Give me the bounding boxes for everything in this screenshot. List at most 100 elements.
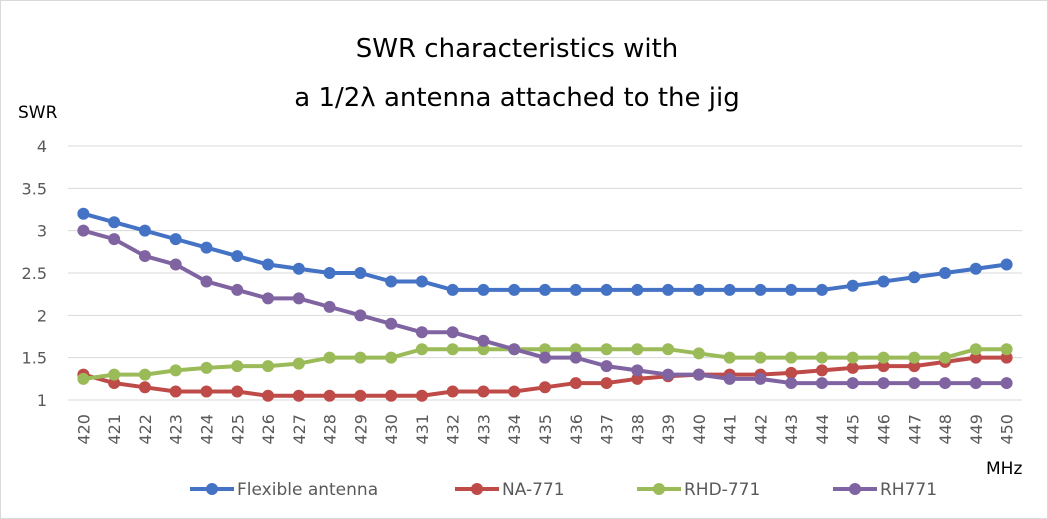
data-point xyxy=(231,250,244,263)
series-lines xyxy=(77,207,1013,402)
data-point xyxy=(477,334,490,347)
data-point xyxy=(231,283,244,296)
data-point xyxy=(662,343,675,356)
x-tick-label: 437 xyxy=(598,414,617,445)
x-tick-label: 450 xyxy=(998,414,1017,445)
x-tick-label: 436 xyxy=(567,414,586,445)
data-point xyxy=(323,351,336,364)
y-tick-label: 2 xyxy=(37,306,47,325)
data-point xyxy=(508,385,521,398)
data-point xyxy=(415,389,428,402)
data-point xyxy=(108,377,121,390)
x-tick-label: 426 xyxy=(259,414,278,445)
x-tick-label: 425 xyxy=(228,414,247,445)
data-point xyxy=(354,267,367,279)
x-tick-labels: 420 421 422 423 424 425 426 427 428 429 430 431 432 4… xyxy=(74,414,1016,445)
data-point xyxy=(1000,258,1013,271)
x-tick-label: 430 xyxy=(382,414,401,445)
data-point xyxy=(569,283,582,296)
x-tick-label: 447 xyxy=(905,414,924,445)
x-tick-label: 448 xyxy=(936,414,955,445)
x-tick-label: 443 xyxy=(782,414,801,445)
data-point xyxy=(385,351,398,364)
data-point xyxy=(785,377,798,390)
x-tick-label: 428 xyxy=(321,414,340,445)
data-point xyxy=(600,360,613,373)
data-point xyxy=(262,292,275,305)
data-point xyxy=(138,368,151,381)
data-point xyxy=(877,377,890,390)
x-tick-label: 432 xyxy=(444,414,463,445)
y-axis-label: SWR xyxy=(18,103,58,123)
legend-label: RH771 xyxy=(880,480,937,500)
data-point xyxy=(631,343,644,356)
x-tick-label: 440 xyxy=(690,414,709,445)
x-tick-label: 449 xyxy=(967,414,986,445)
x-tick-label: 444 xyxy=(813,414,832,445)
y-tick-label: 2.5 xyxy=(22,264,47,283)
data-point xyxy=(877,351,890,364)
data-point xyxy=(354,309,367,322)
data-point xyxy=(385,389,398,402)
y-tick-label: 1.5 xyxy=(22,349,47,368)
legend-label: NA-771 xyxy=(502,480,565,500)
legend-swatch-marker xyxy=(471,483,483,495)
data-point xyxy=(692,368,705,381)
data-point xyxy=(292,292,305,305)
data-point xyxy=(1000,343,1013,356)
data-point xyxy=(539,351,551,364)
y-tick-label: 3.5 xyxy=(22,179,47,198)
data-point xyxy=(292,262,305,275)
data-point xyxy=(108,233,121,246)
data-point xyxy=(569,377,582,390)
data-point xyxy=(415,275,428,288)
data-point xyxy=(385,317,398,330)
data-point xyxy=(323,267,336,279)
x-tick-label: 434 xyxy=(505,414,524,445)
data-point xyxy=(169,385,182,398)
data-point xyxy=(785,351,798,364)
data-point xyxy=(292,389,305,402)
data-point xyxy=(908,351,921,364)
data-point xyxy=(908,377,921,390)
data-point xyxy=(600,283,613,296)
x-tick-label: 421 xyxy=(105,414,124,445)
data-point xyxy=(815,377,828,390)
data-point xyxy=(539,381,551,394)
data-point xyxy=(354,389,367,402)
data-point xyxy=(662,368,675,381)
x-tick-label: 429 xyxy=(351,414,370,445)
data-point xyxy=(477,385,490,398)
chart-title-line-1: SWR characteristics with xyxy=(356,34,679,64)
series-line xyxy=(81,211,1009,292)
data-point xyxy=(600,343,613,356)
data-point xyxy=(477,343,490,356)
data-point xyxy=(723,283,736,296)
data-point xyxy=(631,372,644,385)
data-point xyxy=(77,372,90,385)
data-point xyxy=(262,258,275,271)
data-point xyxy=(846,361,859,374)
data-point xyxy=(815,283,828,296)
legend-swatch-marker xyxy=(653,483,665,495)
x-tick-label: 435 xyxy=(536,414,555,445)
x-tick-label: 445 xyxy=(844,414,863,445)
data-point xyxy=(385,275,398,288)
data-point xyxy=(446,283,459,296)
data-point xyxy=(846,279,859,292)
series-group xyxy=(77,224,1013,390)
data-point xyxy=(446,326,459,339)
legend-item: RH771 xyxy=(833,480,937,500)
legend-label: Flexible antenna xyxy=(237,480,378,500)
data-point xyxy=(446,343,459,356)
data-point xyxy=(138,381,151,394)
data-point xyxy=(508,283,521,296)
data-point xyxy=(415,326,428,339)
data-point xyxy=(108,216,121,229)
data-point xyxy=(169,258,182,271)
x-tick-label: 431 xyxy=(413,414,432,445)
legend-label: RHD-771 xyxy=(684,480,760,500)
data-point xyxy=(200,241,213,254)
chart-title-line-2: a 1/2λ antenna attached to the jig xyxy=(294,83,740,113)
data-point xyxy=(539,343,551,356)
